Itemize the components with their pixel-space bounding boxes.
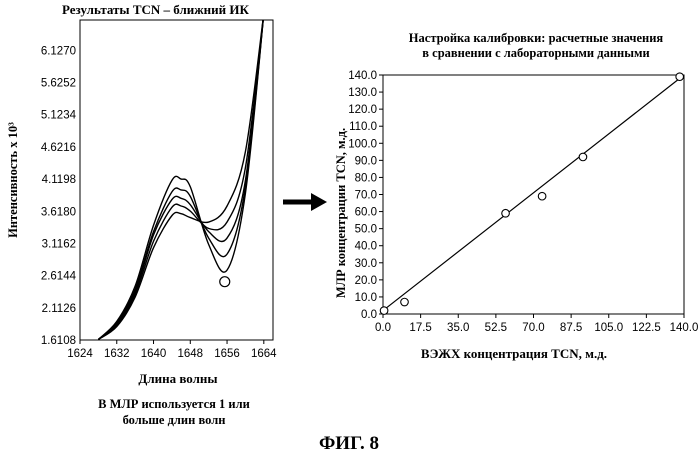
right-y-tick-label: 30.0 (355, 258, 377, 270)
left-y-tick-label: 5.6252 (41, 78, 76, 90)
left-y-tick-label: 2.1126 (42, 303, 76, 315)
right-y-tick-label: 0.0 (361, 309, 377, 321)
left-y-tick-label: 3.1162 (42, 238, 76, 250)
left-x-tick-label: 1664 (251, 348, 277, 360)
right-y-tick-label: 110.0 (349, 121, 377, 133)
left-caption-line1: В МЛР используется 1 или (98, 397, 250, 411)
right-y-tick-label: 120.0 (348, 104, 377, 116)
right-x-tick-label: 35.0 (447, 322, 469, 334)
left-series-line-4 (97, 20, 264, 340)
left-y-tick-label: 5.1234 (41, 110, 77, 122)
right-y-tick-label: 70.0 (355, 190, 377, 202)
left-highlight-marker (219, 276, 231, 288)
left-series-lines (97, 20, 264, 340)
right-x-axis-label: ВЭЖХ концентрация TCN, м.д. (421, 346, 607, 361)
right-y-tick-label: 20.0 (355, 275, 377, 287)
left-marker-group (219, 276, 231, 288)
right-fit-line (382, 74, 685, 312)
right-y-tick-label: 100.0 (348, 138, 377, 150)
right-chart-title-line1: Настройка калибровки: расчетные значения (409, 31, 664, 45)
left-x-axis-label: Длина волны (138, 371, 217, 386)
left-series-line-3 (97, 20, 264, 340)
left-x-tick-label: 1640 (141, 348, 167, 360)
left-y-tick-label: 6.1270 (41, 45, 76, 57)
right-data-point (578, 152, 588, 162)
left-plot-frame (79, 19, 274, 341)
right-y-tick-labels: 0.0 10.0 20.0 30.0 40.0 50.0 60.0 70.0 80.0 90.0 1… (348, 70, 383, 321)
right-x-tick-label: 122.5 (632, 322, 661, 334)
left-y-tick-label: 3.6180 (41, 206, 76, 218)
right-x-tick-label: 140.0 (670, 322, 699, 334)
right-y-tick-label: 80.0 (355, 172, 377, 184)
right-fit-line-group (382, 74, 685, 312)
right-data-point (400, 297, 409, 307)
right-y-tick-label: 140.0 (348, 70, 377, 82)
left-series-line-1 (97, 20, 264, 340)
left-y-tick-label: 4.1198 (42, 174, 76, 186)
left-y-tick-label: 1.6108 (41, 335, 76, 347)
right-x-tick-label: 0.0 (375, 322, 391, 334)
right-x-tick-label: 70.0 (522, 322, 544, 334)
right-y-tick-label: 10.0 (355, 292, 377, 304)
right-x-tick-label: 17.5 (409, 322, 431, 334)
figure-label: ФИГ. 8 (319, 433, 379, 454)
left-series-line-5 (97, 20, 264, 340)
right-data-point (501, 208, 510, 218)
right-y-axis-label: МЛР концентрации TCN, м.д. (334, 128, 348, 298)
right-x-tick-labels: 0.0 17.5 35.0 52.5 70.0 87.5 105.0 122.5 140.0 (375, 314, 698, 334)
right-y-tick-label: 60.0 (355, 207, 377, 219)
right-data-point (675, 72, 685, 82)
right-y-tick-label: 50.0 (355, 224, 377, 236)
right-scatter-points (379, 72, 685, 315)
left-y-tick-labels: 1.6108 2.1126 2.6144 3.1162 3.6180 4.1198 4.62… (41, 45, 77, 347)
right-chart-title-line2: в сравнении с лабораторными данными (422, 46, 649, 60)
right-x-tick-label: 105.0 (594, 322, 623, 334)
right-x-tick-label: 52.5 (485, 322, 507, 334)
left-x-tick-label: 1624 (67, 348, 93, 360)
right-y-tick-label: 90.0 (355, 155, 377, 167)
left-caption-line2: больше длин волн (123, 413, 226, 427)
right-data-point (537, 191, 547, 201)
right-arrow-icon (283, 193, 327, 211)
right-x-tick-label: 87.5 (560, 322, 582, 334)
right-data-point (379, 306, 389, 315)
left-y-tick-label: 2.6144 (41, 271, 77, 283)
left-x-tick-label: 1648 (177, 348, 203, 360)
left-x-tick-labels: 1624 1632 1640 1648 1656 1664 (67, 340, 277, 360)
right-y-tick-label: 40.0 (355, 241, 377, 253)
left-series-line-2 (97, 20, 264, 340)
left-x-tick-label: 1632 (104, 348, 130, 360)
left-y-axis-label: Интенсивность x 10³ (6, 122, 20, 238)
left-y-tick-label: 4.6216 (41, 142, 76, 154)
right-y-tick-label: 130.0 (348, 87, 377, 99)
left-x-tick-label: 1656 (214, 348, 240, 360)
left-chart-title: Результаты TCN – ближний ИК (62, 2, 249, 17)
